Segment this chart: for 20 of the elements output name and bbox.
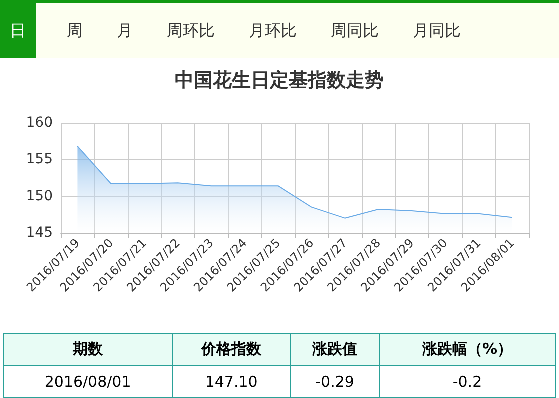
text: 价格指数	[172, 334, 291, 366]
text: -0.29	[290, 366, 380, 398]
y-tick-label: 160	[26, 115, 53, 131]
text: 2016/08/01	[4, 366, 173, 398]
text: 月环比	[248, 20, 298, 42]
y-tick-label: 145	[26, 225, 53, 241]
text: -0.2	[379, 366, 556, 398]
y-tick-label: 155	[26, 152, 53, 168]
text: 涨跌幅（%）	[379, 334, 556, 366]
text: 月同比	[412, 20, 462, 42]
chart-title: 中国花生日定基指数走势	[175, 70, 384, 92]
text: 周环比	[166, 20, 216, 42]
text: 涨跌值	[290, 334, 380, 366]
text: 147.10	[172, 366, 291, 398]
text: 周同比	[330, 20, 380, 42]
text: 月	[116, 20, 134, 42]
text: 日	[0, 3, 36, 58]
text: 周	[66, 20, 84, 42]
text: 期数	[4, 334, 173, 366]
y-tick-label: 150	[26, 188, 53, 204]
